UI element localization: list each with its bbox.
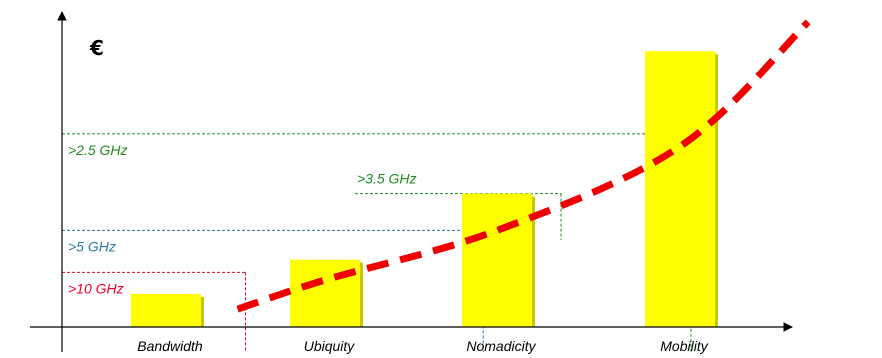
y-unit-label: € [89, 36, 104, 60]
bar [462, 193, 532, 327]
trend-group [236, 19, 811, 313]
bar [131, 293, 201, 327]
category-label: Mobility [660, 338, 708, 354]
category-label: Bandwidth [137, 338, 203, 354]
frequency-label: >5 GHz [68, 238, 116, 254]
category-label: Nomadicity [466, 338, 536, 354]
frequency-label: >10 GHz [68, 280, 124, 296]
frequency-label: >2.5 GHz [68, 142, 128, 158]
bars [131, 51, 718, 328]
trend-line [236, 19, 811, 313]
frequency-labels: >10 GHz >5 GHz >3.5 GHz >2.5 GHz [68, 142, 417, 297]
category-label: Ubiquity [304, 338, 356, 354]
bar [645, 51, 715, 328]
category-labels: Bandwidth Ubiquity Nomadicity Mobility [137, 338, 708, 354]
frequency-label: >3.5 GHz [357, 171, 417, 187]
